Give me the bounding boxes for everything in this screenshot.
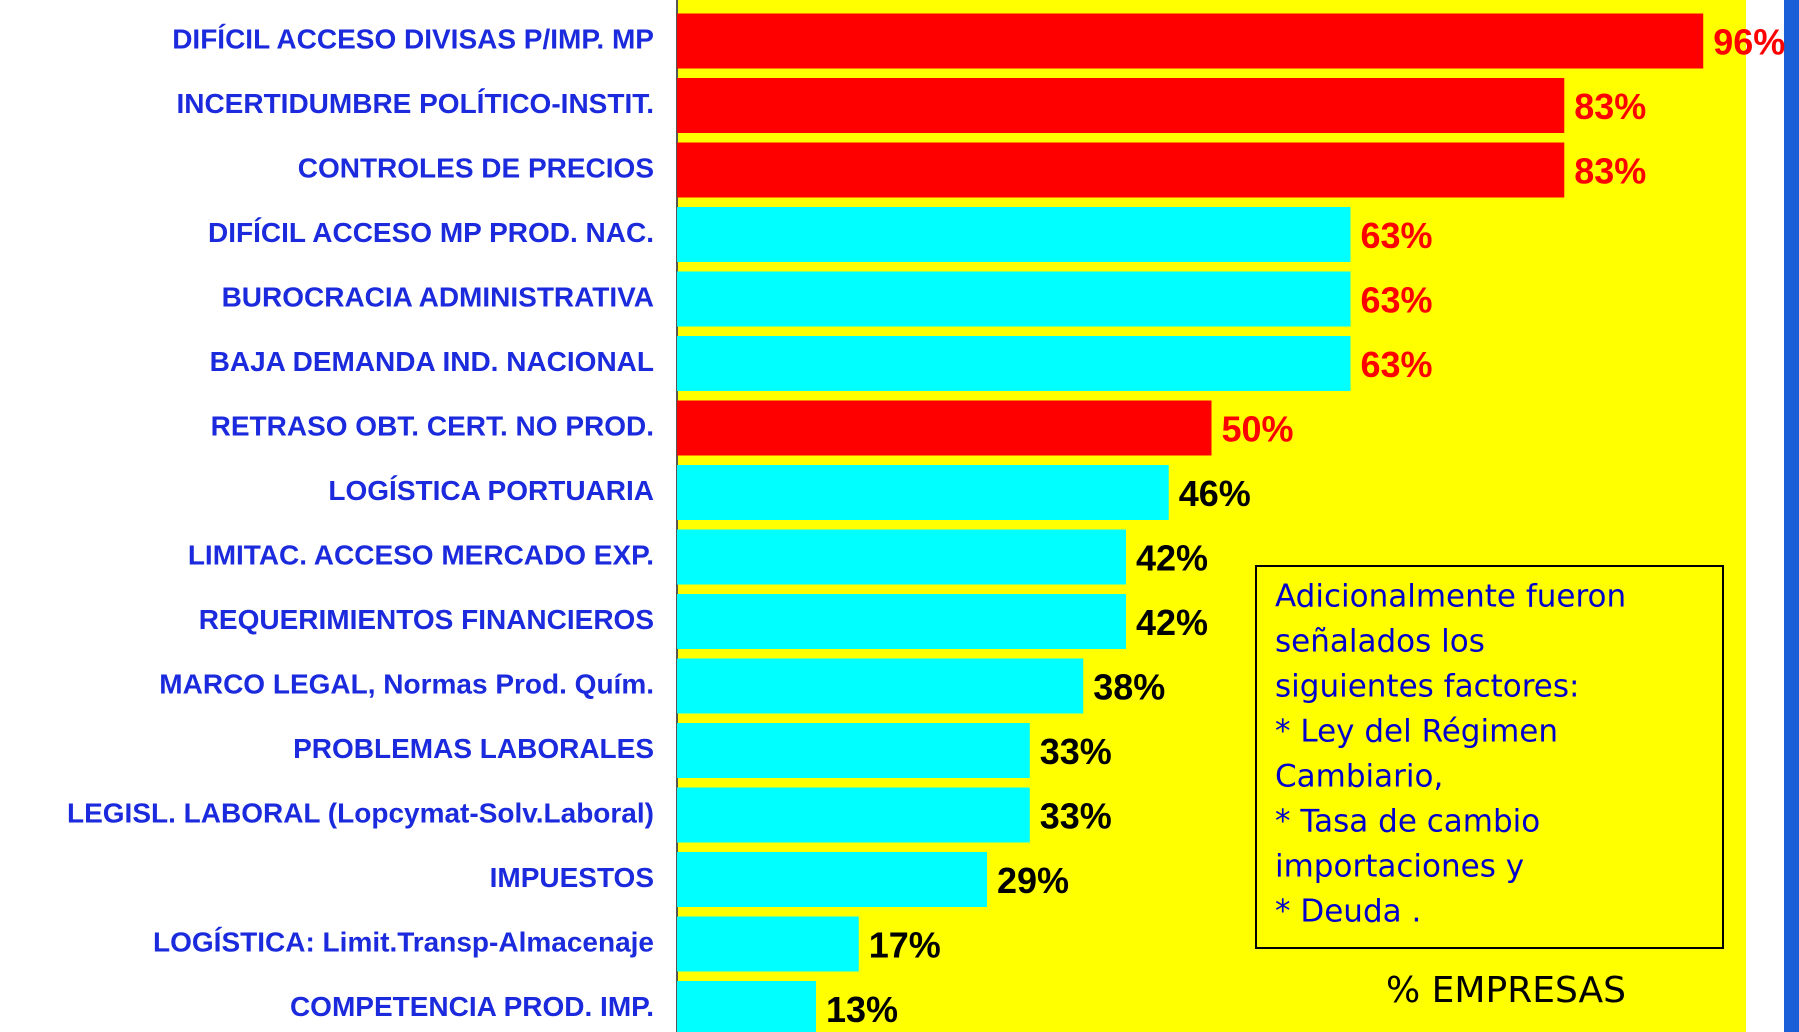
bar [677, 594, 1126, 649]
value-label: 13% [826, 989, 898, 1030]
value-label: 33% [1040, 731, 1112, 772]
category-label: DIFÍCIL ACCESO DIVISAS P/IMP. MP [172, 23, 654, 54]
value-label: 38% [1093, 667, 1165, 708]
value-label: 63% [1360, 215, 1432, 256]
bar [677, 400, 1212, 456]
value-label: 96% [1713, 22, 1785, 63]
bar [677, 465, 1169, 520]
category-label: LEGISL. LABORAL (Lopcymat-Solv.Laboral) [67, 797, 654, 828]
bar [677, 529, 1126, 585]
category-label: MARCO LEGAL, Normas Prod. Quím. [159, 668, 654, 699]
bar [677, 916, 859, 972]
category-label: IMPUESTOS [490, 862, 654, 893]
bar [677, 852, 988, 907]
category-label: RETRASO OBT. CERT. NO PROD. [211, 410, 654, 441]
bar [677, 13, 1704, 69]
bar [677, 142, 1565, 198]
annotation-line: importaciones y [1275, 849, 1524, 885]
value-label: 63% [1360, 280, 1432, 321]
value-label: 46% [1179, 473, 1251, 514]
category-label: DIFÍCIL ACCESO MP PROD. NAC. [208, 217, 654, 248]
category-label: LOGÍSTICA: Limit.Transp-Almacenaje [153, 926, 654, 957]
annotation-line: señalados los [1275, 624, 1485, 660]
bar [677, 981, 816, 1032]
annotation-line: * Ley del Régimen [1275, 714, 1558, 750]
value-label: 42% [1136, 602, 1208, 643]
bar [677, 723, 1030, 778]
annotation-line: siguientes factores: [1275, 669, 1579, 705]
value-label: 17% [869, 925, 941, 966]
bar [677, 658, 1084, 714]
category-label: INCERTIDUMBRE POLÍTICO-INSTIT. [176, 88, 654, 119]
value-label: 29% [997, 860, 1069, 901]
category-label: COMPETENCIA PROD. IMP. [290, 991, 654, 1022]
bar [677, 207, 1351, 262]
bar [677, 787, 1030, 843]
annotation-line: Adicionalmente fueron [1275, 579, 1626, 615]
category-label: REQUERIMIENTOS FINANCIEROS [199, 604, 654, 635]
annotation-line: Cambiario, [1275, 759, 1443, 795]
value-label: 83% [1574, 151, 1646, 192]
annotation-box [1255, 565, 1724, 949]
value-label: 83% [1574, 86, 1646, 127]
category-label: LOGÍSTICA PORTUARIA [328, 475, 654, 506]
value-label: 42% [1136, 538, 1208, 579]
category-label: PROBLEMAS LABORALES [293, 733, 654, 764]
category-label: LIMITAC. ACCESO MERCADO EXP. [188, 539, 654, 570]
category-label: BAJA DEMANDA IND. NACIONAL [210, 346, 654, 377]
bar [677, 271, 1351, 327]
value-label: 63% [1360, 344, 1432, 385]
annotation-line: * Deuda . [1275, 894, 1421, 930]
value-label: 33% [1040, 796, 1112, 837]
annotation-line: * Tasa de cambio [1275, 804, 1540, 840]
bar [677, 336, 1351, 391]
x-axis-label: % EMPRESAS [1386, 970, 1626, 1011]
category-label: BUROCRACIA ADMINISTRATIVA [222, 281, 654, 312]
side-strip [1784, 0, 1799, 1032]
category-label: CONTROLES DE PRECIOS [298, 152, 654, 183]
bar [677, 78, 1565, 133]
value-label: 50% [1222, 409, 1294, 450]
